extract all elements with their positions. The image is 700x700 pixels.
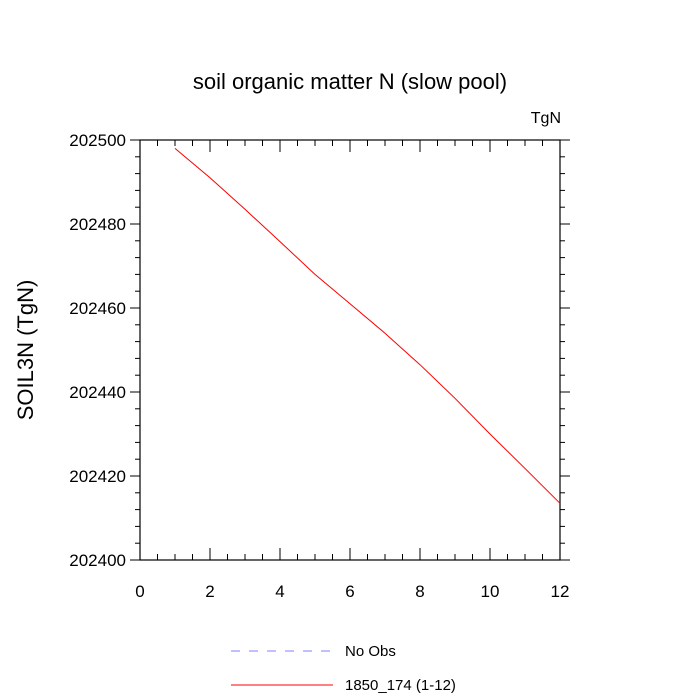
- y-axis-label: SOIL3N (TgN): [13, 280, 38, 421]
- x-tick-label: 12: [551, 582, 570, 601]
- y-tick-label: 202420: [69, 467, 126, 486]
- y-tick-label: 202440: [69, 383, 126, 402]
- legend-label-0: No Obs: [345, 643, 396, 660]
- y-tick-label: 202500: [69, 131, 126, 150]
- x-tick-label: 0: [135, 582, 144, 601]
- series-lines: [174, 148, 561, 504]
- axis-ticks: [130, 139, 570, 561]
- y-tick-label: 202480: [69, 215, 126, 234]
- axis-tick-labels: 0 2 4 6 8 10 12 202400 202420 202440 202460 202480 2…: [69, 131, 569, 601]
- series-line-1: [174, 148, 561, 504]
- x-tick-label: 10: [481, 582, 500, 601]
- x-tick-label: 4: [275, 582, 284, 601]
- legend: No Obs 1850_174 (1-12): [231, 643, 456, 694]
- units-label: TgN: [531, 110, 561, 127]
- y-tick-label: 202460: [69, 299, 126, 318]
- x-tick-label: 2: [205, 582, 214, 601]
- x-tick-label: 8: [415, 582, 424, 601]
- legend-label-1: 1850_174 (1-12): [345, 677, 456, 694]
- chart-title: soil organic matter N (slow pool): [193, 69, 507, 94]
- x-tick-label: 6: [345, 582, 354, 601]
- plot-frame: [139, 139, 561, 561]
- y-tick-label: 202400: [69, 551, 126, 570]
